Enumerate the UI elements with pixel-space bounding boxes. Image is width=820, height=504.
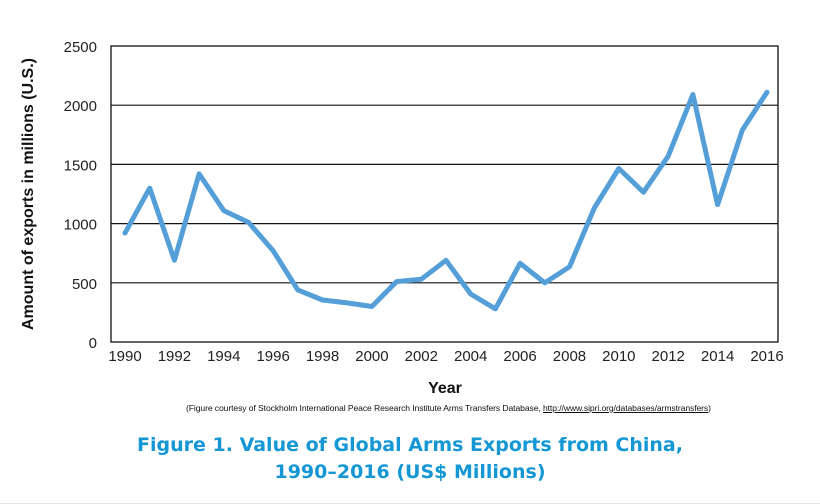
caption-line-1: Figure 1. Value of Global Arms Exports f… xyxy=(137,434,683,456)
x-tick-label: 2016 xyxy=(750,348,783,365)
x-tick-label: 2008 xyxy=(553,348,586,365)
plot-frame xyxy=(110,45,779,343)
x-tick-label: 2004 xyxy=(454,348,487,365)
caption-line-2: 1990–2016 (US$ Millions) xyxy=(274,461,546,483)
y-tick-label: 2500 xyxy=(64,39,97,56)
x-tick-label: 1992 xyxy=(158,348,191,365)
x-tick-label: 2012 xyxy=(652,348,685,365)
figure-credit: (Figure courtesy of Stockholm Internatio… xyxy=(186,403,806,413)
x-tick-label: 1998 xyxy=(306,348,339,365)
y-axis-label: Amount of exports in millions (U.S.) xyxy=(20,58,37,330)
y-tick-label: 1000 xyxy=(64,217,97,234)
figure-caption: Figure 1. Value of Global Arms Exports f… xyxy=(0,432,820,486)
x-tick-label: 1994 xyxy=(207,348,240,365)
y-tick-label: 500 xyxy=(72,276,97,293)
sipri-link[interactable]: http://www.sipri.org/databases/armstrans… xyxy=(542,403,709,413)
x-axis-label: Year xyxy=(428,380,462,397)
x-tick-label: 2006 xyxy=(503,348,536,365)
x-tick-label: 1990 xyxy=(108,348,141,365)
y-tick-label: 1500 xyxy=(64,157,97,174)
credit-close: ) xyxy=(708,403,711,413)
y-tick-label: 0 xyxy=(89,335,97,352)
y-tick-label: 2000 xyxy=(64,98,97,115)
x-tick-label: 2010 xyxy=(602,348,635,365)
y-axis-ticks: 0 500 1000 1500 2000 2500 xyxy=(64,39,97,352)
x-tick-label: 1996 xyxy=(256,348,289,365)
x-tick-label: 2014 xyxy=(701,348,734,365)
credit-text: (Figure courtesy of Stockholm Internatio… xyxy=(186,403,543,413)
x-tick-label: 2002 xyxy=(405,348,438,365)
series-line-china-exports xyxy=(122,89,770,312)
gridlines xyxy=(111,104,778,284)
x-axis-ticks: 1990 1992 1994 1996 1998 2000 2002 2004 2006 2008… xyxy=(108,348,783,365)
x-tick-label: 2000 xyxy=(355,348,388,365)
